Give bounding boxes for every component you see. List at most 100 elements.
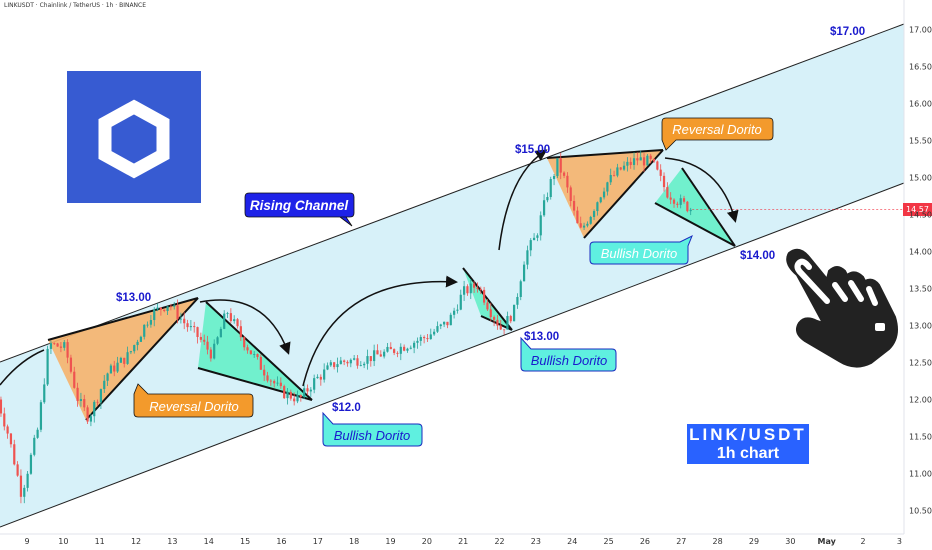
bullish-dorito-callout-3: Bullish Dorito: [589, 234, 693, 265]
candle-down: [426, 338, 429, 340]
candle-up: [323, 369, 326, 380]
y-tick-label: 14.00: [909, 248, 932, 257]
x-tick-label: 3: [897, 537, 902, 546]
candle-down: [13, 444, 16, 465]
x-tick-label: 10: [58, 537, 68, 546]
x-tick-label: 2: [861, 537, 866, 546]
candle-up: [326, 365, 329, 370]
y-tick-label: 16.00: [909, 100, 932, 109]
candle-down: [3, 413, 6, 427]
candle-down: [0, 399, 3, 414]
candle-up: [39, 402, 43, 430]
reversal-dorito-2-bottom: [583, 149, 664, 239]
candle-down: [203, 339, 206, 342]
x-tick-label: 20: [422, 537, 432, 546]
candle-down: [236, 319, 239, 327]
y-tick-label: 12.00: [909, 396, 932, 405]
candle-up: [519, 281, 522, 297]
candle-down: [333, 362, 336, 368]
candle-up: [253, 354, 256, 355]
candle-down: [656, 161, 659, 170]
y-tick-label: 11.00: [909, 470, 932, 479]
bullish-dorito-label-1: Bullish Dorito: [334, 428, 411, 443]
candle-up: [556, 158, 559, 177]
candle-up: [459, 294, 462, 310]
candle-down: [466, 286, 469, 294]
candle-down: [576, 210, 579, 224]
reversal-dorito-callout-2: Reversal Dorito: [661, 117, 774, 151]
candle-down: [76, 387, 79, 401]
candle-up: [522, 264, 526, 282]
candle-up: [99, 389, 103, 403]
candle-up: [216, 337, 219, 344]
rising-channel-callout: Rising Channel: [244, 192, 355, 227]
candle-up: [126, 352, 129, 364]
candle-up: [592, 211, 596, 217]
bullish-dorito-callout-2: Bullish Dorito: [520, 336, 617, 372]
candle-down: [652, 158, 656, 162]
candle-down: [619, 167, 622, 170]
candle-down: [612, 175, 616, 176]
candle-up: [679, 198, 682, 205]
reversal-dorito-callout-1: Reversal Dorito: [133, 383, 254, 418]
candle-up: [223, 313, 226, 329]
bullish-dorito-callout-1: Bullish Dorito: [322, 411, 423, 447]
candle-up: [26, 473, 29, 488]
bullish-dorito-3-top: [681, 167, 736, 247]
candle-down: [19, 475, 23, 497]
y-tick-label: 16.50: [909, 63, 932, 72]
candle-down: [169, 306, 172, 308]
x-tick-label: 26: [640, 537, 650, 546]
candle-down: [486, 302, 489, 310]
candle-down: [176, 305, 179, 319]
x-tick-label: May: [818, 537, 837, 546]
candle-up: [383, 351, 386, 357]
bullish-dorito-label-2: Bullish Dorito: [531, 353, 608, 368]
candle-down: [66, 342, 69, 358]
candle-up: [632, 158, 636, 165]
candle-up: [213, 343, 216, 359]
candle-down: [423, 337, 426, 339]
candle-down: [266, 375, 269, 381]
candle-down: [393, 349, 396, 353]
candle-down: [243, 337, 246, 348]
candle-down: [263, 369, 266, 376]
candles-group: [0, 150, 904, 504]
candle-up: [29, 454, 33, 474]
y-tick-label: 15.50: [909, 137, 932, 146]
x-tick-label: 27: [676, 537, 686, 546]
candle-down: [229, 313, 232, 322]
bullish-dorito-3-bottom: [654, 202, 736, 247]
candle-up: [153, 309, 156, 321]
candle-down: [473, 283, 476, 288]
candle-down: [259, 356, 262, 370]
candle-up: [226, 313, 229, 314]
candle-up: [582, 225, 586, 228]
y-tick-label: 15.00: [909, 174, 932, 183]
x-tick-label: 28: [713, 537, 723, 546]
candle-up: [639, 157, 642, 161]
x-tick-label: 9: [24, 537, 29, 546]
candle-down: [476, 287, 479, 289]
candle-down: [6, 426, 9, 434]
candle-down: [183, 318, 186, 324]
candle-down: [686, 201, 689, 212]
candle-up: [359, 365, 362, 367]
candle-up: [526, 250, 529, 265]
candle-down: [396, 352, 399, 354]
candle-up: [606, 182, 609, 192]
candle-up: [276, 382, 279, 384]
candle-down: [196, 327, 199, 337]
candle-up: [416, 340, 419, 343]
candle-up: [133, 345, 136, 352]
swing-arrow-5: [664, 157, 739, 223]
chainlink-logo: [67, 71, 201, 203]
candle-up: [602, 191, 606, 198]
candle-down: [662, 175, 666, 188]
candle-up: [146, 324, 149, 326]
candle-down: [86, 407, 89, 422]
candle-up: [329, 362, 332, 366]
swing-arrow-2: [199, 299, 291, 355]
